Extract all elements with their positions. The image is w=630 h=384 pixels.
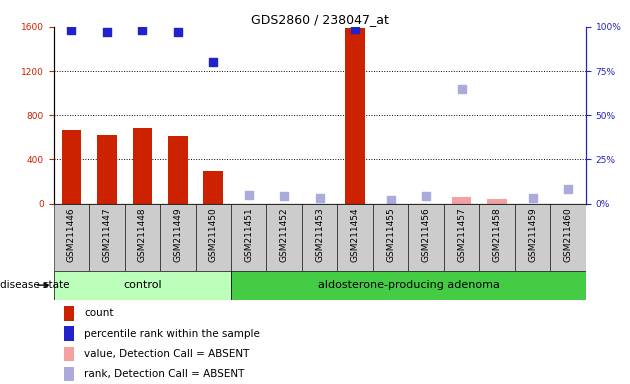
Point (101, 29, 112, 35)
Point (421, 194, 432, 200)
Bar (373, 204, 408, 271)
Point (279, 194, 289, 200)
Point (315, 195, 325, 201)
Text: GSM211447: GSM211447 (102, 207, 112, 262)
Text: rank, Detection Call = ABSENT: rank, Detection Call = ABSENT (84, 369, 245, 379)
Text: value, Detection Call = ABSENT: value, Detection Call = ABSENT (84, 349, 250, 359)
Bar (64, 306, 74, 321)
Point (173, 29, 183, 35)
Text: GSM211449: GSM211449 (173, 207, 182, 262)
Text: GSM211457: GSM211457 (457, 207, 466, 262)
Text: GSM211454: GSM211454 (351, 207, 360, 262)
Bar (551, 204, 586, 271)
Bar (302, 204, 338, 271)
Bar (64, 346, 74, 361)
Bar (64, 367, 74, 381)
Text: control: control (123, 280, 161, 290)
Bar (488, 199, 507, 204)
Text: GSM211458: GSM211458 (493, 207, 501, 262)
Text: percentile rank within the sample: percentile rank within the sample (84, 329, 260, 339)
Bar (338, 204, 373, 271)
Text: GSM211460: GSM211460 (564, 207, 573, 262)
Bar (54, 204, 89, 271)
Bar (345, 28, 365, 204)
Bar (452, 197, 471, 204)
Text: GSM211455: GSM211455 (386, 207, 395, 262)
Text: aldosterone-producing adenoma: aldosterone-producing adenoma (318, 280, 500, 290)
Point (66, 27, 76, 33)
Bar (195, 204, 231, 271)
Text: GSM211456: GSM211456 (421, 207, 431, 262)
Bar (54, 271, 231, 300)
Point (350, 26, 360, 32)
Bar (231, 204, 266, 271)
Text: GSM211448: GSM211448 (138, 207, 147, 262)
Bar (97, 135, 117, 204)
Point (137, 27, 147, 33)
Text: count: count (84, 308, 114, 318)
Bar (64, 326, 74, 341)
Bar (62, 129, 81, 204)
Bar (168, 136, 188, 204)
Bar (132, 128, 152, 204)
Text: GSM211451: GSM211451 (244, 207, 253, 262)
Bar (89, 204, 125, 271)
Text: GSM211450: GSM211450 (209, 207, 218, 262)
Text: GSM211446: GSM211446 (67, 207, 76, 262)
Point (208, 59, 218, 65)
Bar (266, 204, 302, 271)
Bar (408, 204, 444, 271)
Point (244, 192, 254, 198)
Bar (160, 204, 195, 271)
Text: GSM211453: GSM211453 (315, 207, 324, 262)
Bar (479, 204, 515, 271)
Point (386, 197, 396, 203)
Point (457, 86, 467, 92)
Bar (444, 204, 479, 271)
Bar (515, 204, 551, 271)
Text: GSM211452: GSM211452 (280, 207, 289, 262)
Bar (231, 271, 586, 300)
Text: disease state: disease state (0, 280, 69, 290)
Point (563, 186, 573, 192)
Title: GDS2860 / 238047_at: GDS2860 / 238047_at (251, 13, 389, 26)
Text: GSM211459: GSM211459 (528, 207, 537, 262)
Point (527, 195, 537, 201)
Bar (203, 171, 223, 204)
Bar (125, 204, 160, 271)
